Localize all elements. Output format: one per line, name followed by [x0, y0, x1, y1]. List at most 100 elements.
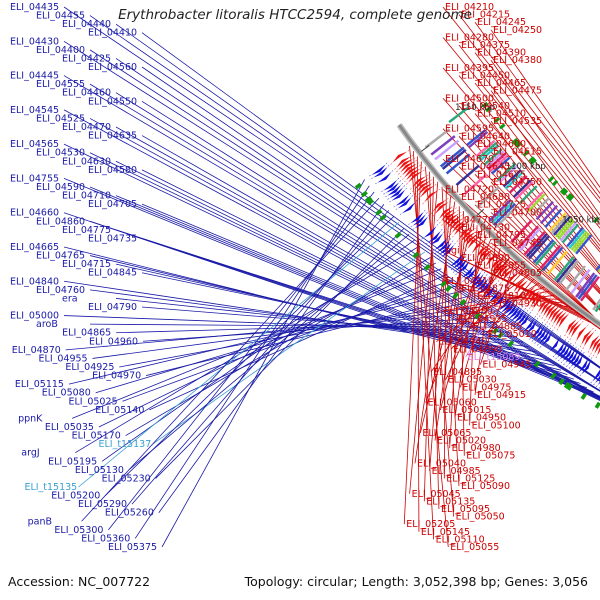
right-gene-label: ELI_05010: [488, 329, 537, 340]
right-gene-label: ELI_04895: [433, 367, 482, 378]
cog-category-block: [572, 232, 590, 253]
feature-marker: [354, 182, 362, 190]
cog-category-block: [512, 179, 532, 198]
left-gene-label: ELI_04710: [62, 191, 111, 202]
left-gene-label: ELI_04845: [88, 268, 137, 279]
right-gene-label: ELI_04875: [461, 283, 510, 294]
cog-category-block: [430, 135, 456, 156]
right-leader-line: [474, 243, 496, 395]
left-gene-label: ppnK: [18, 413, 43, 424]
feature-tracks: [354, 101, 600, 409]
cog-category-block: [508, 175, 528, 194]
cog-category-block: [492, 203, 516, 227]
feature-marker: [547, 175, 555, 183]
left-gene-label: ELI_04735: [88, 233, 137, 244]
left-gene-label: ELI_04430: [10, 36, 59, 47]
right-gene-label: ELI_04600: [477, 139, 526, 150]
right-gene-label: ELI_04390: [477, 48, 526, 59]
feature-marker: [379, 214, 387, 221]
left-gene-label: ELI_04445: [10, 71, 59, 82]
right-gene-label: ELI_04800: [461, 253, 510, 264]
feature-marker: [507, 340, 515, 348]
cog-category-block: [477, 141, 498, 160]
right-leader-line: [442, 6, 600, 204]
left-gene-label: ELI_04590: [36, 182, 85, 193]
right-gene-label: ELI_04725: [477, 200, 526, 211]
feature-marker: [445, 285, 452, 293]
genome-title: Erythrobacter litoralis HTCC2594, comple…: [118, 7, 472, 23]
right-gene-label: ELI_04475: [493, 86, 542, 97]
left-gene-labels: ELI_04435ELI_04455ELI_04440ELI_04410ELI_…: [10, 2, 157, 553]
right-leader-line: [458, 196, 600, 324]
cog-category-block: [455, 164, 480, 187]
left-leader-line: [63, 315, 511, 333]
right-leader-line: [419, 220, 473, 434]
left-gene-label: ELI_04925: [65, 362, 114, 373]
right-gene-label: ELI_04245: [477, 17, 526, 28]
cog-category-block: [475, 186, 500, 209]
feature-marker: [481, 101, 489, 108]
right-leader-line: [474, 113, 600, 271]
feature-marker: [566, 383, 574, 391]
right-gene-label: ELI_04985: [432, 466, 481, 477]
tick-mark: [537, 266, 546, 275]
right-gene-label: ELI_t15089: [468, 352, 521, 363]
right-leader-line: [474, 52, 600, 221]
left-gene-label: ELI_04565: [10, 139, 59, 150]
feature-marker: [499, 123, 506, 130]
cog-category-block: [490, 200, 514, 224]
feature-marker: [459, 298, 467, 306]
right-gene-label: ELI_05125: [446, 474, 495, 485]
right-gene-label: ELI_05090: [461, 481, 510, 492]
cog-category-block: [552, 216, 571, 236]
cog-category-block: [548, 212, 567, 232]
cog-category-block: [434, 139, 460, 161]
left-gene-label: ELI_04425: [62, 53, 111, 64]
right-gene-label: ELI_04450: [461, 70, 510, 81]
left-gene-label: ELI_05230: [102, 473, 151, 484]
right-leader-line: [490, 120, 600, 268]
left-gene-label: ELI_04560: [88, 62, 137, 73]
cog-category-block: [487, 152, 507, 171]
cog-category-block: [448, 106, 469, 124]
feature-marker: [485, 106, 492, 113]
left-leader-line: [146, 295, 470, 376]
right-gene-label: ELI_04395: [445, 63, 494, 74]
left-gene-label: ELI_05200: [51, 491, 100, 502]
right-gene-label: ELI_04210: [445, 2, 494, 13]
forward-gene-arrow: [593, 342, 600, 357]
cog-category-block: [483, 148, 503, 166]
left-gene-label: ELI_05290: [78, 499, 127, 510]
right-gene-label: ELI_04930: [493, 299, 542, 310]
left-gene-label: ELI_04530: [36, 148, 85, 159]
feature-marker: [559, 187, 567, 194]
left-gene-label: ELI_05140: [95, 405, 144, 416]
cog-category-block: [575, 272, 596, 298]
cog-category-block: [424, 128, 451, 149]
right-gene-label: pgi: [445, 245, 460, 256]
right-leader-line: [412, 151, 434, 540]
left-gene-label: ELI_04955: [39, 353, 88, 364]
cog-category-block: [488, 198, 512, 222]
right-gene-label: ELI_05145: [421, 527, 470, 538]
right-gene-label: ELI_04595: [445, 124, 494, 135]
right-gene-label: ELI_05065: [422, 428, 471, 439]
right-gene-label: ELI_04805: [493, 268, 542, 279]
left-gene-label: ELI_04960: [89, 336, 138, 347]
right-leader-line: [439, 234, 487, 411]
left-leader-line: [63, 6, 600, 369]
left-gene-label: ELI_04525: [36, 113, 85, 124]
feature-marker: [558, 378, 565, 386]
right-gene-label: ELI_05060: [428, 397, 477, 408]
right-gene-label: ELI_05030: [448, 375, 497, 386]
left-gene-label: ELI_04400: [36, 45, 85, 56]
cog-category-block: [502, 169, 522, 188]
right-leader-line: [458, 206, 465, 456]
left-leader-line: [78, 222, 400, 488]
tick-label: 1050 kbp: [562, 216, 600, 226]
feature-marker: [567, 194, 575, 202]
cog-category-block: [541, 246, 564, 272]
feature-marker: [360, 190, 368, 198]
right-leader-line: [429, 196, 451, 471]
